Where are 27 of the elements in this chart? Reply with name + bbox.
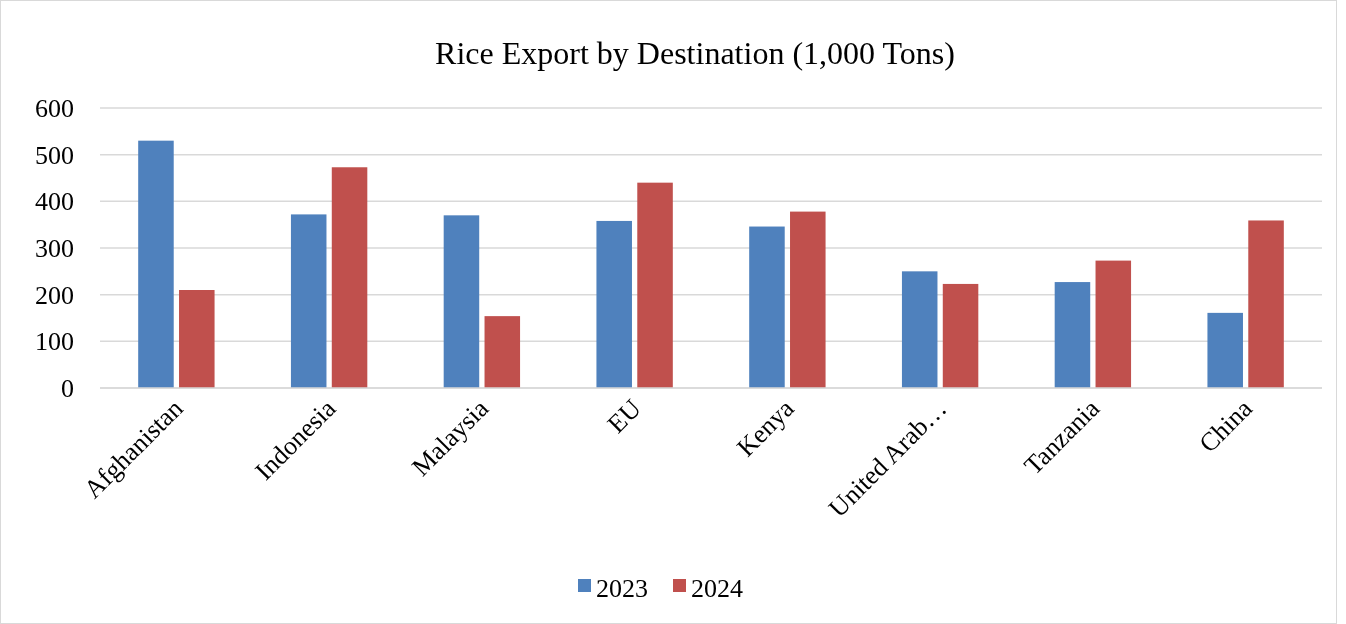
bar — [1095, 260, 1132, 388]
bar — [484, 316, 521, 388]
bar — [1248, 220, 1284, 388]
bar — [1054, 282, 1091, 388]
bar — [637, 182, 673, 388]
y-tick-label: 0 — [61, 374, 74, 404]
bar — [138, 140, 174, 388]
bar — [179, 290, 215, 388]
bar — [1207, 312, 1243, 388]
y-tick-label: 600 — [35, 94, 74, 124]
bar — [331, 167, 368, 388]
bar — [901, 271, 938, 388]
y-tick-label: 300 — [35, 234, 74, 264]
bar — [443, 215, 480, 388]
y-tick-label: 400 — [35, 187, 74, 217]
legend-label: 2024 — [691, 574, 743, 604]
x-tick-label: EU — [601, 393, 648, 439]
y-tick-label: 500 — [35, 140, 74, 170]
chart-title: Rice Export by Destination (1,000 Tons) — [435, 35, 955, 71]
bar — [596, 220, 632, 388]
y-tick-label: 100 — [35, 327, 74, 357]
legend-label: 2023 — [596, 574, 648, 604]
bar — [749, 226, 785, 388]
bar — [290, 214, 327, 388]
y-tick-label: 200 — [35, 280, 74, 310]
bar — [942, 283, 979, 388]
bar — [790, 211, 826, 388]
